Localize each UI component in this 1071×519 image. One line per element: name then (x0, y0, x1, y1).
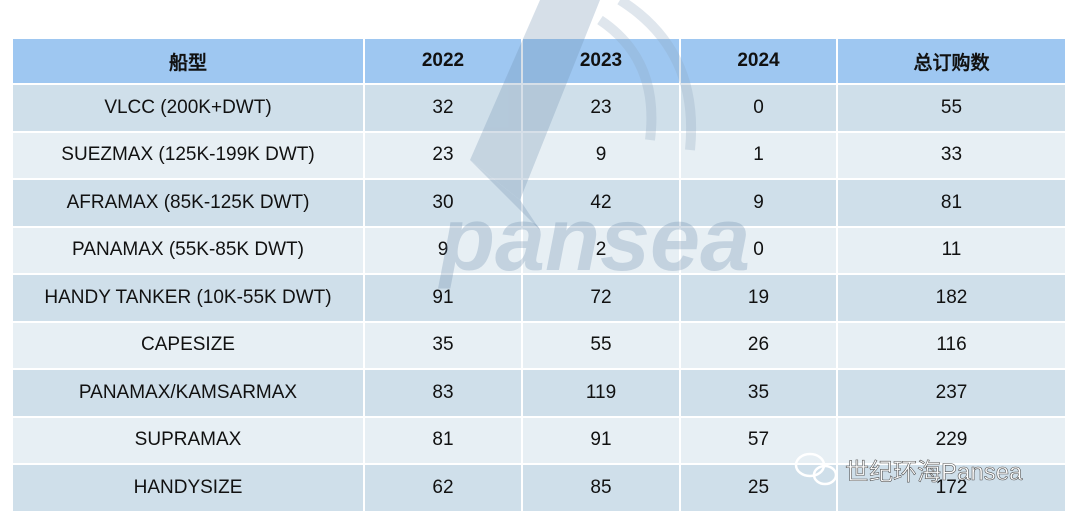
header-cell: 船型 (11, 37, 365, 85)
table-cell: 85 (521, 463, 681, 513)
table-cell: 172 (836, 463, 1067, 513)
table-cell: 19 (679, 273, 838, 323)
table-cell: 182 (836, 273, 1067, 323)
table-cell: 11 (836, 225, 1067, 275)
table-cell: 9 (679, 178, 838, 228)
table-cell: CAPESIZE (11, 320, 365, 370)
table-cell: SUEZMAX (125K-199K DWT) (11, 130, 365, 180)
table-row: HANDY TANKER (10K-55K DWT) 91 72 19 182 (11, 273, 1067, 323)
header-cell: 2024 (679, 37, 838, 85)
order-table: 船型 2022 2023 2024 总订购数 VLCC (200K+DWT) 32 23 0 5… (11, 37, 1067, 513)
table-row: PANAMAX (55K-85K DWT) 9 2 0 11 (11, 225, 1067, 275)
table-cell: 62 (363, 463, 523, 513)
table-cell: 119 (521, 368, 681, 418)
table-cell: HANDY TANKER (10K-55K DWT) (11, 273, 365, 323)
table-cell: 91 (521, 415, 681, 465)
table-cell: 116 (836, 320, 1067, 370)
table-cell: AFRAMAX (85K-125K DWT) (11, 178, 365, 228)
table-cell: VLCC (200K+DWT) (11, 83, 365, 133)
table-row: CAPESIZE 35 55 26 116 (11, 320, 1067, 370)
table-cell: 72 (521, 273, 681, 323)
table-cell: 0 (679, 83, 838, 133)
table-row: SUPRAMAX 81 91 57 229 (11, 415, 1067, 465)
table-cell: 30 (363, 178, 523, 228)
table-row: PANAMAX/KAMSARMAX 83 119 35 237 (11, 368, 1067, 418)
table-cell: 35 (679, 368, 838, 418)
header-cell: 2022 (363, 37, 523, 85)
table-cell: 81 (363, 415, 523, 465)
header-cell: 2023 (521, 37, 681, 85)
table-cell: 23 (363, 130, 523, 180)
table-cell: 237 (836, 368, 1067, 418)
table-cell: 35 (363, 320, 523, 370)
table-cell: PANAMAX/KAMSARMAX (11, 368, 365, 418)
table-row: HANDYSIZE 62 85 25 172 (11, 463, 1067, 513)
table-row: VLCC (200K+DWT) 32 23 0 55 (11, 83, 1067, 133)
table-cell: HANDYSIZE (11, 463, 365, 513)
table-cell: 42 (521, 178, 681, 228)
table-cell: SUPRAMAX (11, 415, 365, 465)
table-cell: 9 (521, 130, 681, 180)
table-cell: 1 (679, 130, 838, 180)
table-cell: 229 (836, 415, 1067, 465)
table-row: SUEZMAX (125K-199K DWT) 23 9 1 33 (11, 130, 1067, 180)
table-cell: 91 (363, 273, 523, 323)
table-cell: PANAMAX (55K-85K DWT) (11, 225, 365, 275)
table-cell: 25 (679, 463, 838, 513)
table-cell: 26 (679, 320, 838, 370)
table-cell: 32 (363, 83, 523, 133)
table-cell: 57 (679, 415, 838, 465)
table-cell: 2 (521, 225, 681, 275)
table-cell: 83 (363, 368, 523, 418)
table-cell: 55 (836, 83, 1067, 133)
table-cell: 55 (521, 320, 681, 370)
header-row: 船型 2022 2023 2024 总订购数 (11, 37, 1067, 85)
table-row: AFRAMAX (85K-125K DWT) 30 42 9 81 (11, 178, 1067, 228)
table-cell: 23 (521, 83, 681, 133)
header-cell: 总订购数 (836, 37, 1067, 85)
table-cell: 81 (836, 178, 1067, 228)
table-cell: 0 (679, 225, 838, 275)
table-cell: 33 (836, 130, 1067, 180)
table-cell: 9 (363, 225, 523, 275)
